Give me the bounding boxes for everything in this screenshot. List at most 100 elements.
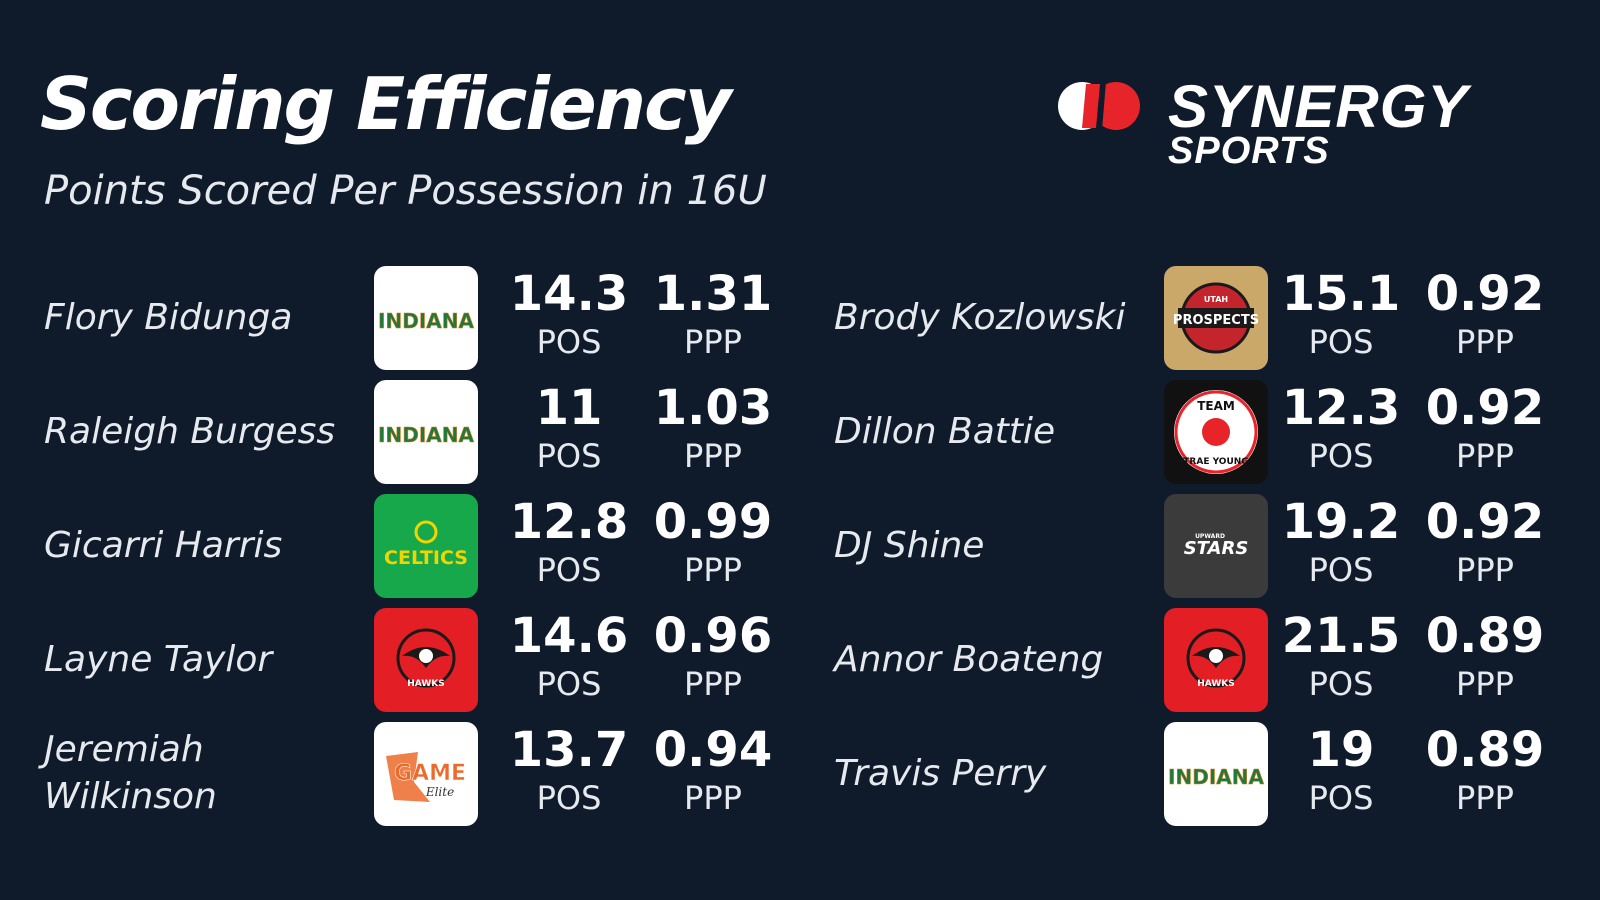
possessions-stat: 13.7 POS — [504, 724, 634, 820]
pos-label: POS — [536, 551, 602, 589]
game-elite-logo-icon: GAME Elite — [374, 722, 478, 826]
pos-label: POS — [536, 437, 602, 475]
ppp-value: 1.03 — [653, 380, 773, 436]
player-name: Annor Boateng — [834, 638, 1104, 680]
ppp-value: 0.92 — [1425, 494, 1545, 550]
logo-text: INDIANA — [1168, 765, 1264, 789]
pos-value: 19.2 — [1281, 494, 1401, 550]
pos-value: 14.3 — [509, 266, 629, 322]
pos-value: 21.5 — [1281, 608, 1401, 664]
player-row: Brody Kozlowski UTAH PROSPECTS 15.1 POS … — [790, 266, 1550, 380]
logo-text: HAWKS — [1197, 679, 1234, 689]
indiana-logo-icon: INDIANA — [1164, 722, 1268, 826]
possessions-stat: 12.8 POS — [504, 496, 634, 592]
ppp-stat: 0.99 PPP — [648, 496, 778, 592]
ppp-stat: 0.92 PPP — [1420, 382, 1550, 478]
brand-subname: SPORTS — [1168, 130, 1330, 172]
ppp-label: PPP — [684, 665, 742, 703]
brand-name: SYNERGY — [1168, 73, 1469, 140]
logo-text: STARS — [1184, 538, 1249, 559]
ppp-stat: 0.92 PPP — [1420, 268, 1550, 364]
page-subtitle: Points Scored Per Possession in 16U — [44, 168, 767, 214]
player-name: Raleigh Burgess — [44, 410, 336, 452]
ppp-value: 0.94 — [653, 722, 773, 778]
ppp-stat: 0.89 PPP — [1420, 610, 1550, 706]
ppp-label: PPP — [684, 551, 742, 589]
team-trae-young-logo-icon: TEAM TRAE YOUNG — [1164, 380, 1268, 484]
ppp-stat: 1.03 PPP — [648, 382, 778, 478]
logo-subtext: UPWARD — [1195, 533, 1225, 540]
indiana-logo-icon: INDIANA — [374, 380, 478, 484]
player-row: Gicarri Harris CELTICS 12.8 POS 0.99 PPP — [0, 494, 772, 608]
pos-value: 15.1 — [1281, 266, 1401, 322]
player-name: Dillon Battie — [834, 410, 1056, 452]
possessions-stat: 14.6 POS — [504, 610, 634, 706]
indiana-logo-icon: INDIANA — [374, 266, 478, 370]
ppp-label: PPP — [1456, 779, 1514, 817]
synergy-sports-logo: SYNERGY SPORTS — [1056, 73, 1556, 178]
ppp-label: PPP — [684, 323, 742, 361]
ppp-stat: 0.92 PPP — [1420, 496, 1550, 592]
player-row: Annor Boateng HAWKS 21.5 POS 0.89 PPP — [790, 608, 1550, 722]
right-column: Brody Kozlowski UTAH PROSPECTS 15.1 POS … — [790, 266, 1550, 836]
player-name: Flory Bidunga — [44, 296, 293, 338]
page-title: Scoring Efficiency — [40, 62, 732, 146]
pos-label: POS — [536, 323, 602, 361]
possessions-stat: 21.5 POS — [1276, 610, 1406, 706]
possessions-stat: 19 POS — [1276, 724, 1406, 820]
pos-label: POS — [536, 779, 602, 817]
player-row: Layne Taylor HAWKS 14.6 POS 0.96 PPP — [0, 608, 772, 722]
player-name: DJ Shine — [834, 524, 985, 566]
ppp-value: 0.96 — [653, 608, 773, 664]
synergy-mark-icon — [1058, 82, 1140, 130]
ppp-value: 0.89 — [1425, 722, 1545, 778]
player-row: Raleigh Burgess INDIANA 11 POS 1.03 PPP — [0, 380, 772, 494]
player-name: Brody Kozlowski — [834, 296, 1126, 338]
player-name: Jeremiah Wilkinson — [44, 729, 217, 817]
ppp-value: 0.92 — [1425, 266, 1545, 322]
pos-label: POS — [1308, 437, 1374, 475]
ppp-stat: 0.96 PPP — [648, 610, 778, 706]
possessions-stat: 19.2 POS — [1276, 496, 1406, 592]
possessions-stat: 11 POS — [504, 382, 634, 478]
pos-value: 12.8 — [509, 494, 629, 550]
pos-value: 11 — [535, 380, 603, 436]
ppp-label: PPP — [1456, 437, 1514, 475]
ppp-label: PPP — [684, 437, 742, 475]
ppp-value: 0.89 — [1425, 608, 1545, 664]
pos-value: 12.3 — [1281, 380, 1401, 436]
ppp-label: PPP — [684, 779, 742, 817]
ppp-value: 1.31 — [653, 266, 773, 322]
player-name: Layne Taylor — [44, 638, 273, 680]
ppp-label: PPP — [1456, 665, 1514, 703]
pos-label: POS — [1308, 323, 1374, 361]
ppp-stat: 1.31 PPP — [648, 268, 778, 364]
pos-label: POS — [1308, 665, 1374, 703]
left-column: Flory Bidunga INDIANA 14.3 POS 1.31 PPP … — [0, 266, 772, 836]
ppp-value: 0.92 — [1425, 380, 1545, 436]
logo-subtext: Elite — [425, 785, 454, 799]
player-row: Travis Perry INDIANA 19 POS 0.89 PPP — [790, 722, 1550, 836]
logo-text: CELTICS — [384, 547, 468, 569]
player-row: Flory Bidunga INDIANA 14.3 POS 1.31 PPP — [0, 266, 772, 380]
ppp-value: 0.99 — [653, 494, 773, 550]
celtics-logo-icon: CELTICS — [374, 494, 478, 598]
upward-stars-logo-icon: UPWARD STARS — [1164, 494, 1268, 598]
logo-text: INDIANA — [378, 423, 474, 447]
logo-subtext: UTAH — [1204, 295, 1228, 304]
utah-prospects-logo-icon: UTAH PROSPECTS — [1164, 266, 1268, 370]
player-row: Jeremiah Wilkinson GAME Elite 13.7 POS 0… — [0, 722, 772, 836]
ppp-label: PPP — [1456, 551, 1514, 589]
player-name: Gicarri Harris — [44, 524, 283, 566]
logo-text: INDIANA — [378, 309, 474, 333]
pos-value: 13.7 — [509, 722, 629, 778]
logo-text: TEAM — [1197, 399, 1235, 413]
ppp-label: PPP — [1456, 323, 1514, 361]
ppp-stat: 0.94 PPP — [648, 724, 778, 820]
hawks-logo-icon: HAWKS — [1164, 608, 1268, 712]
possessions-stat: 12.3 POS — [1276, 382, 1406, 478]
logo-text: HAWKS — [407, 679, 444, 689]
player-row: Dillon Battie TEAM TRAE YOUNG 12.3 POS 0… — [790, 380, 1550, 494]
pos-label: POS — [536, 665, 602, 703]
player-row: DJ Shine UPWARD STARS 19.2 POS 0.92 PPP — [790, 494, 1550, 608]
